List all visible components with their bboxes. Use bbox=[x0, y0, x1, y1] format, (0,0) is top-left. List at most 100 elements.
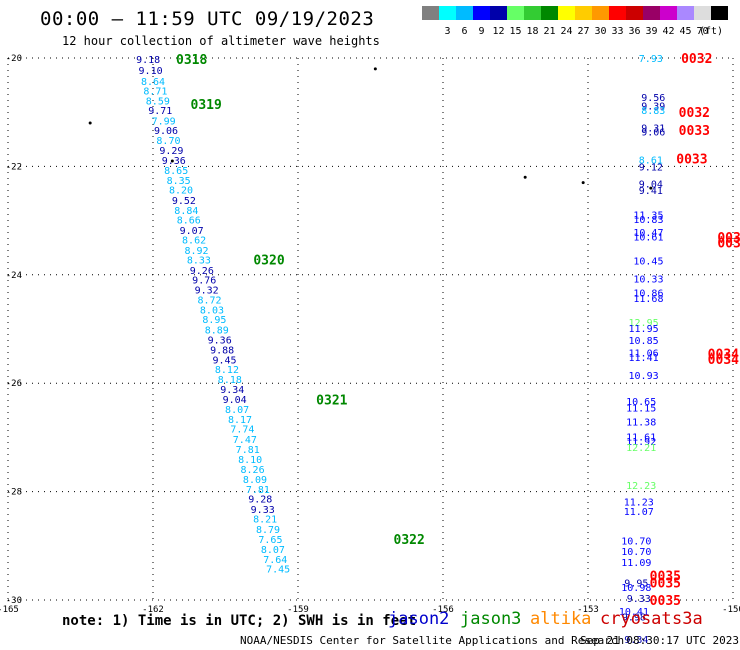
data-point-label: 9.39 bbox=[641, 102, 665, 113]
data-point-label: 9.41 bbox=[639, 186, 663, 197]
data-point-label: 10.45 bbox=[633, 257, 663, 268]
colorbar-swatch bbox=[677, 6, 694, 20]
data-point-label: 9.04 bbox=[639, 180, 663, 191]
data-point-label: 10.85 bbox=[629, 336, 659, 347]
colorbar-label: 42 bbox=[662, 26, 675, 37]
chart-title: 00:00 – 11:59 UTC 09/19/2023 bbox=[40, 8, 375, 30]
data-point-label: 8.79 bbox=[256, 525, 280, 536]
data-point-label: 7.74 bbox=[230, 425, 254, 436]
footnote: note: 1) Time is in UTC; 2) SWH is in fe… bbox=[62, 613, 417, 629]
data-point-label: 9.95 bbox=[624, 579, 648, 590]
island-marker bbox=[373, 67, 377, 71]
generated-timestamp: Sep 21 08:30:17 UTC 2023 bbox=[580, 634, 739, 647]
data-point-label: 11.09 bbox=[621, 558, 651, 569]
data-point-label: 7.81 bbox=[236, 445, 260, 456]
pass-time-label: 0319 bbox=[191, 98, 222, 113]
data-point-label: 9.34 bbox=[220, 385, 244, 396]
data-point-label: 10.70 bbox=[621, 547, 651, 558]
data-point-label: 7.93 bbox=[639, 54, 663, 65]
data-point-label: 8.10 bbox=[238, 455, 262, 466]
data-point-label: 12.23 bbox=[626, 481, 656, 492]
data-point-label: 8.89 bbox=[205, 326, 229, 337]
y-tick-label: -26 bbox=[6, 379, 22, 389]
colorbar-swatch bbox=[575, 6, 592, 20]
x-tick-label: -150 bbox=[722, 605, 740, 615]
data-point-label: 11.23 bbox=[624, 497, 654, 508]
data-point-label: 8.17 bbox=[228, 415, 252, 426]
pass-time-label: 0035 bbox=[650, 570, 681, 585]
data-point-label: 8.62 bbox=[182, 236, 206, 247]
data-point-label: 11.38 bbox=[626, 418, 656, 429]
colorbar-swatch bbox=[643, 6, 660, 20]
colorbar-swatch bbox=[507, 6, 524, 20]
colorbar-swatch bbox=[456, 6, 473, 20]
data-point-label: 10.86 bbox=[633, 289, 663, 300]
data-point-label: 9.26 bbox=[190, 266, 214, 277]
data-point-label: 8.95 bbox=[202, 315, 226, 326]
data-point-label: 9.32 bbox=[195, 285, 219, 296]
data-point-label: 8.20 bbox=[169, 186, 193, 197]
pass-time-label: 0035 bbox=[650, 577, 681, 592]
data-point-label: 8.92 bbox=[184, 246, 208, 257]
colorbar-label: 9 bbox=[478, 26, 485, 37]
colorbar-swatch bbox=[694, 6, 711, 20]
mission-jason3: jason3 bbox=[460, 609, 522, 629]
pass-time-label: 0321 bbox=[316, 393, 347, 408]
colorbar-label: 15 bbox=[509, 26, 522, 37]
data-point-label: 10.33 bbox=[633, 275, 663, 286]
data-point-label: 11.68 bbox=[633, 294, 663, 305]
data-point-label: 8.12 bbox=[215, 365, 239, 376]
chart-subtitle: 12 hour collection of altimeter wave hei… bbox=[62, 34, 380, 48]
colorbar-label: 24 bbox=[560, 26, 573, 37]
data-point-label: 7.45 bbox=[266, 565, 290, 576]
pass-time-label: 0320 bbox=[253, 254, 284, 269]
data-point-label: 8.26 bbox=[241, 465, 265, 476]
colorbar-label: 12 bbox=[492, 26, 505, 37]
colorbar-label: 33 bbox=[611, 26, 624, 37]
data-point-label: 9.06 bbox=[641, 128, 665, 139]
island-marker bbox=[581, 181, 585, 185]
y-tick-label: -22 bbox=[6, 162, 22, 172]
pass-time-label: 0322 bbox=[394, 533, 425, 548]
data-point-label: 9.76 bbox=[192, 276, 216, 287]
data-point-label: 9.06 bbox=[154, 126, 178, 137]
data-point-label: 9.04 bbox=[223, 395, 247, 406]
data-point-label: 8.65 bbox=[164, 166, 188, 177]
data-point-label: 7.99 bbox=[152, 116, 176, 127]
y-tick-label: -24 bbox=[6, 271, 22, 281]
colorbar-swatch bbox=[541, 6, 558, 20]
data-point-label: 10.47 bbox=[633, 228, 663, 239]
data-point-label: 11.41 bbox=[629, 353, 659, 364]
data-point-label: 11.07 bbox=[624, 507, 654, 518]
data-point-label: 8.18 bbox=[218, 375, 242, 386]
mission-altika: altika bbox=[530, 609, 592, 629]
mission-jason2: jason2 bbox=[388, 609, 450, 629]
pass-time-label: 0033 bbox=[676, 152, 707, 167]
data-point-label: 8.21 bbox=[253, 515, 277, 526]
data-point-label: 8.35 bbox=[167, 176, 191, 187]
colorbar-swatch bbox=[660, 6, 677, 20]
credit-text: NOAA/NESDIS Center for Satellite Applica… bbox=[240, 634, 625, 647]
colorbar-swatch bbox=[711, 6, 728, 20]
data-point-label: 8.07 bbox=[261, 545, 285, 556]
colorbar-swatch bbox=[524, 6, 541, 20]
data-point-label: 8.07 bbox=[225, 405, 249, 416]
colorbar-label: 6 bbox=[461, 26, 468, 37]
y-tick-label: -20 bbox=[6, 54, 22, 64]
colorbar-swatch bbox=[592, 6, 609, 20]
mission-cryosat: cryosat bbox=[600, 609, 672, 629]
colorbar-swatch bbox=[473, 6, 490, 20]
data-point-label: 8.33 bbox=[187, 256, 211, 267]
colorbar-label: 39 bbox=[645, 26, 658, 37]
data-point-label: 8.66 bbox=[177, 216, 201, 227]
colorbar-label: 18 bbox=[526, 26, 539, 37]
colorbar-label: 3 bbox=[444, 26, 451, 37]
colorbar-swatch bbox=[626, 6, 643, 20]
pass-time-label: 0032 bbox=[679, 106, 710, 121]
data-point-label: 9.10 bbox=[139, 66, 163, 77]
pass-time-label: 0318 bbox=[176, 53, 207, 68]
data-point-label: 11.35 bbox=[633, 211, 663, 222]
data-point-label: 8.71 bbox=[143, 87, 167, 98]
data-point-label: 9.33 bbox=[627, 594, 651, 605]
